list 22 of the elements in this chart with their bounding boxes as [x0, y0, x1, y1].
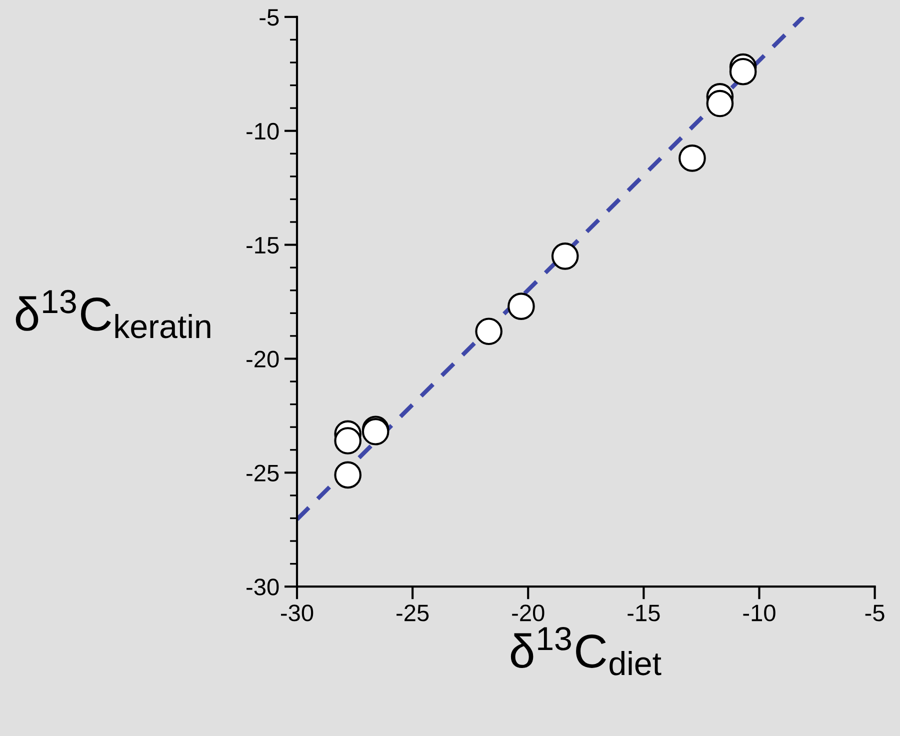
x-tick-label: -5	[865, 604, 884, 622]
point	[706, 90, 734, 118]
point	[678, 144, 706, 172]
point	[508, 292, 535, 320]
x-tick-label: -10	[743, 604, 776, 622]
x-tick-label: -15	[628, 604, 660, 622]
x-tick-label: -30	[280, 604, 314, 622]
point	[334, 461, 362, 489]
x-axis-title: δ$^{13}$C$_{diet}$	[510, 626, 662, 676]
y-tick-label: -30	[246, 578, 279, 596]
point	[551, 242, 579, 270]
point	[334, 427, 362, 454]
x-tick-label: -25	[396, 604, 429, 622]
point	[729, 58, 757, 86]
y-tick-label: -25	[246, 464, 279, 482]
y-tick-label: -15	[246, 237, 279, 254]
y-tick-label: -10	[246, 122, 279, 140]
point	[475, 318, 502, 346]
y-axis-title: δ$^{13}$C$_{keratin}$	[16, 290, 210, 338]
x-tick-label: -20	[512, 604, 544, 622]
y-tick-label: -5	[260, 9, 279, 26]
y-tick-label: -20	[246, 350, 279, 368]
